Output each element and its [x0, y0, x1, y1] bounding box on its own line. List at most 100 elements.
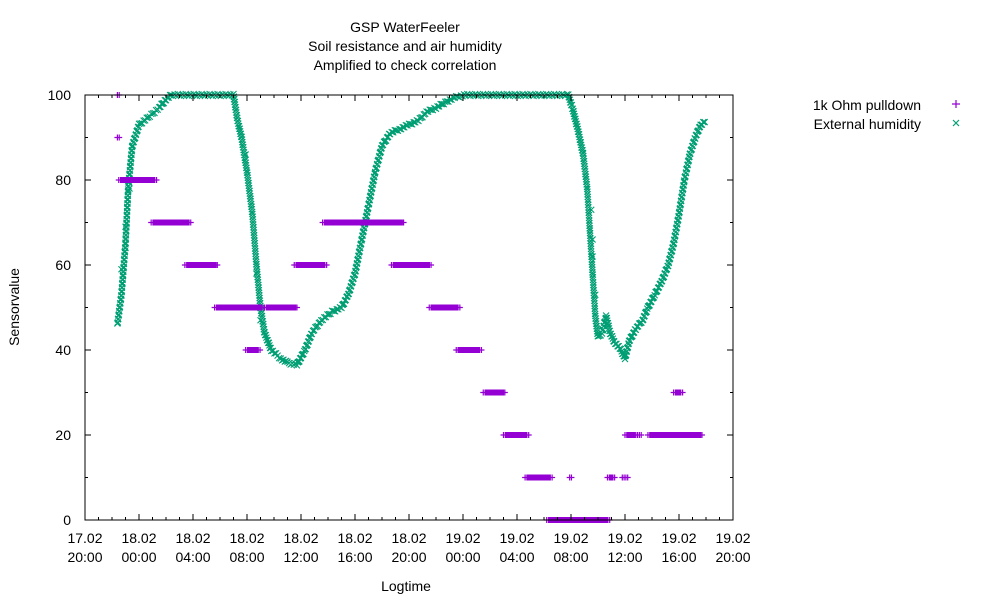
x-tick-label-date: 19.02 — [553, 530, 588, 546]
humidity-point-cluster — [124, 143, 136, 193]
pulldown-dense-run — [216, 304, 262, 311]
pulldown-dense-run — [324, 219, 403, 226]
humidity-point — [589, 236, 596, 243]
humidity-point-cluster — [351, 237, 365, 278]
x-tick-label-time: 00:00 — [445, 549, 480, 565]
pulldown-dense-run — [247, 347, 259, 353]
humidity-point-cluster — [644, 293, 658, 310]
x-tick-label-time: 12:00 — [607, 549, 642, 565]
humidity-point-cluster — [589, 271, 599, 318]
pulldown-dense-run — [505, 432, 528, 438]
y-axis-label: Sensorvalue — [6, 268, 22, 346]
legend-marker-cross-icon — [952, 119, 960, 127]
series-external-humidity — [114, 90, 709, 369]
title-line-3: Amplified to check correlation — [314, 57, 497, 73]
x-tick-label-date: 18.02 — [283, 530, 318, 546]
legend-label-external-humidity: External humidity — [814, 116, 921, 132]
x-tick-label-date: 19.02 — [607, 530, 642, 546]
x-tick-label-time: 08:00 — [553, 549, 588, 565]
humidity-point-cluster — [664, 240, 677, 270]
x-tick-label-date: 19.02 — [499, 530, 534, 546]
humidity-point-cluster — [135, 114, 152, 128]
humidity-point-cluster — [261, 329, 275, 352]
humidity-point-cluster — [249, 210, 260, 268]
humidity-point — [591, 291, 599, 299]
humidity-point — [253, 270, 260, 277]
humidity-point-cluster — [405, 116, 421, 128]
x-tick-label-time: 00:00 — [121, 549, 156, 565]
x-tick-label-time: 12:00 — [283, 549, 318, 565]
humidity-point-cluster — [253, 260, 264, 310]
humidity-point-cluster — [697, 118, 709, 129]
y-tick-label: 80 — [55, 172, 71, 188]
humidity-point-cluster — [293, 347, 308, 369]
title-line-2: Soil resistance and air humidity — [308, 38, 502, 54]
humidity-point — [122, 223, 129, 231]
humidity-point-cluster — [122, 187, 132, 247]
humidity-point-cluster — [658, 262, 671, 285]
pulldown-dense-run — [627, 432, 636, 438]
y-tick-label: 0 — [63, 512, 71, 528]
humidity-point — [126, 185, 133, 192]
pulldown-point-run — [566, 474, 575, 481]
pulldown-dense-run — [153, 219, 190, 226]
legend-plus-mark — [952, 100, 960, 108]
title-line-1: GSP WaterFeeler — [350, 19, 460, 35]
x-tick-label-date: 18.02 — [175, 530, 210, 546]
plot-data — [114, 90, 709, 523]
x-tick-label-time: 16:00 — [337, 549, 372, 565]
x-tick-label-time: 04:00 — [499, 549, 534, 565]
humidity-point-cluster — [602, 312, 614, 335]
humidity-point-cluster — [234, 117, 245, 140]
pulldown-point-run — [632, 432, 645, 438]
humidity-point-cluster — [686, 135, 699, 158]
humidity-point — [122, 244, 129, 252]
x-tick-label-time: 16:00 — [661, 549, 696, 565]
humidity-point-cluster — [621, 340, 633, 363]
humidity-point-cluster — [568, 105, 581, 130]
pulldown-dense-run — [649, 432, 702, 438]
legend-cross-mark — [952, 119, 960, 127]
pulldown-dense-run — [393, 262, 430, 268]
pulldown-dense-run — [431, 304, 459, 311]
x-tick-label-time: 20:00 — [715, 549, 750, 565]
pulldown-dense-run — [296, 262, 325, 268]
pulldown-dense-run — [609, 474, 614, 481]
pulldown-point-run — [619, 474, 631, 481]
y-tick-label: 60 — [55, 257, 71, 273]
humidity-point — [257, 316, 264, 324]
y-tick-label: 40 — [55, 342, 71, 358]
pulldown-dense-run — [266, 304, 297, 311]
humidity-point-cluster — [317, 310, 334, 324]
x-tick-label-time: 20:00 — [67, 549, 102, 565]
pulldown-dense-run — [186, 262, 217, 268]
humidity-point — [118, 265, 125, 273]
x-tick-label-time: 04:00 — [175, 549, 210, 565]
pulldown-dense-run — [675, 389, 682, 396]
axes: 17.02 20:00 18.02 00:00 18.02 04:00 18.02 08:00… — [48, 87, 751, 565]
y-tick-label: 100 — [48, 87, 72, 103]
x-tick-label-date: 19.02 — [715, 530, 750, 546]
legend: 1k Ohm pulldown External humidity — [813, 97, 960, 132]
x-tick-label-date: 18.02 — [229, 530, 264, 546]
humidity-point-cluster — [579, 150, 591, 191]
humidity-point — [587, 206, 595, 214]
humidity-point-cluster — [651, 280, 664, 299]
x-tick-label-date: 19.02 — [445, 530, 480, 546]
x-tick-label-date: 17.02 — [67, 530, 102, 546]
humidity-point-cluster — [243, 169, 256, 216]
series-1k-ohm-pulldown — [114, 92, 705, 523]
x-tick-label-time: 20:00 — [391, 549, 426, 565]
x-tick-label-date: 19.02 — [661, 530, 696, 546]
humidity-point-cluster — [670, 212, 683, 248]
pulldown-point-run — [114, 134, 123, 141]
x-tick-label-date: 18.02 — [121, 530, 156, 546]
x-axis-label: Logtime — [381, 578, 431, 594]
humidity-point-cluster — [639, 305, 651, 324]
humidity-point-cluster — [681, 153, 693, 184]
legend-label-1k-ohm-pulldown: 1k Ohm pulldown — [813, 97, 921, 113]
humidity-point-cluster — [632, 319, 645, 334]
legend-marker-plus-icon — [952, 100, 960, 108]
humidity-point-cluster — [338, 292, 351, 312]
